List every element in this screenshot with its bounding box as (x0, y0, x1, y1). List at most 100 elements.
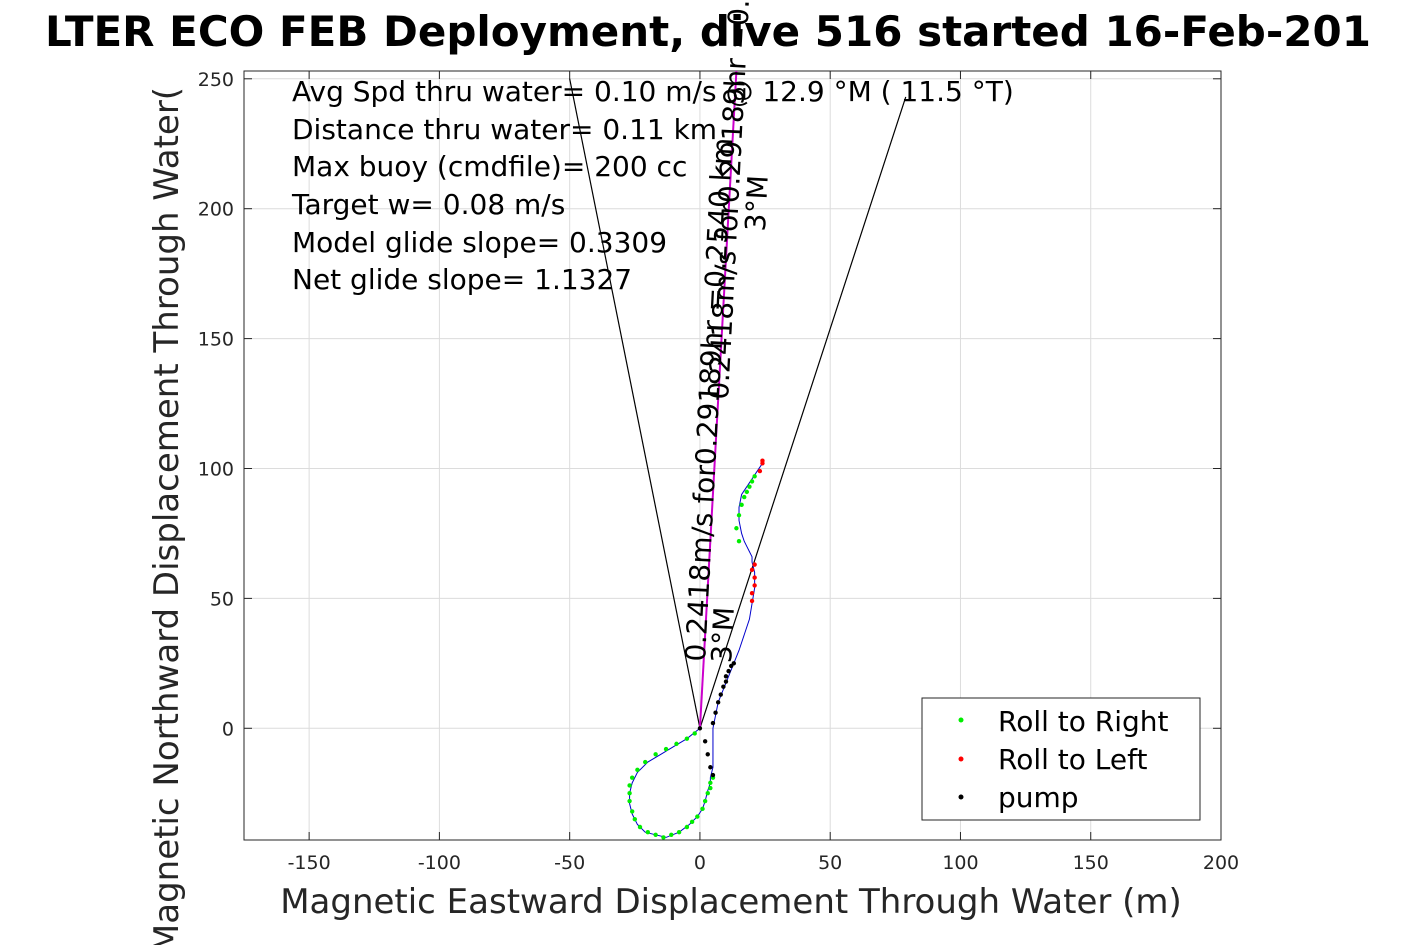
wedge-line (699, 96, 907, 729)
y-tick-label: 200 (198, 199, 234, 221)
point-pump (697, 726, 703, 731)
legend-marker-pump (958, 794, 964, 800)
annotation-distance: Distance thru water= 0.11 km (292, 113, 717, 146)
annotation-net-glide: Net glide slope= 1.1327 (292, 263, 632, 296)
point-roll-to-right (635, 767, 640, 773)
point-pump (713, 710, 718, 715)
heading-line (698, 70, 738, 729)
x-tick-label: 0 (694, 852, 706, 874)
point-roll-to-right (661, 835, 666, 840)
point-roll-to-right (645, 830, 651, 835)
x-tick-label: -150 (288, 852, 331, 874)
y-tick-label: 100 (198, 458, 234, 480)
point-roll-to-right (752, 474, 757, 479)
point-pump (710, 720, 716, 726)
x-tick-label: -100 (418, 852, 461, 874)
point-roll-to-right (708, 785, 713, 791)
wedge-lines (569, 70, 907, 729)
point-roll-to-right (627, 783, 632, 788)
vector-label-lower-line2: 3°M (705, 606, 741, 664)
y-tick-label: 0 (222, 718, 234, 740)
x-tick-label: 100 (942, 852, 978, 874)
point-roll-to-right (744, 489, 750, 495)
point-roll-to-right (629, 809, 635, 814)
legend-marker-roll-right (958, 717, 964, 723)
y-tick-label: 50 (210, 588, 234, 610)
point-roll-to-right (632, 817, 637, 822)
point-roll-to-right (684, 736, 690, 741)
annotation-block: Avg Spd thru water= 0.10 m/s @ 12.9 °M (… (291, 75, 1014, 296)
point-pump (726, 668, 731, 674)
annotation-max-buoy: Max buoy (cmdfile)= 200 cc (292, 150, 687, 183)
point-pump (721, 684, 726, 689)
legend-box (921, 697, 1201, 821)
legend-label-pump: pump (998, 781, 1079, 814)
tick-marks (244, 71, 1222, 840)
point-roll-to-right (736, 513, 742, 518)
point-roll-to-left (749, 590, 755, 596)
chart-title: LTER ECO FEB Deployment, dive 516 starte… (45, 7, 1371, 56)
point-roll-to-right (676, 830, 682, 835)
point-roll-to-right (643, 759, 648, 765)
point-pump (708, 765, 713, 770)
point-roll-to-right (705, 791, 710, 796)
legend-label-roll-right: Roll to Right (998, 705, 1169, 738)
x-axis-label: Magnetic Eastward Displacement Through W… (280, 882, 1182, 922)
point-pump (723, 674, 729, 679)
legend-label-roll-left: Roll to Left (998, 743, 1147, 776)
point-roll-to-right (684, 824, 690, 830)
point-roll-to-right (692, 731, 697, 736)
tick-labels: -150 -100 -50 0 50 100 150 200 0 50 100 150 200 250 (198, 69, 1239, 874)
vector-label-upper-line2: 3°M (739, 174, 775, 232)
legend: Roll to Right Roll to Left pump (921, 697, 1201, 821)
point-pump (731, 661, 737, 666)
annotation-target-w: Target w= 0.08 m/s (291, 188, 565, 221)
wedge-line (569, 78, 701, 729)
data-points (627, 458, 765, 840)
point-pump (718, 692, 723, 697)
point-roll-to-right (653, 752, 658, 757)
point-roll-to-right (669, 832, 674, 838)
point-roll-to-right (627, 791, 632, 796)
point-roll-to-right (695, 814, 700, 819)
point-roll-to-right (702, 798, 708, 804)
point-roll-to-right (742, 494, 747, 500)
point-roll-to-left (749, 567, 755, 573)
annotation-avg-speed: Avg Spd thru water= 0.10 m/s @ 12.9 °M (… (292, 75, 1014, 108)
point-roll-to-right (747, 484, 752, 489)
point-roll-to-right (739, 502, 744, 508)
annotation-model-glide: Model glide slope= 0.3309 (292, 226, 667, 259)
point-roll-to-right (674, 741, 679, 747)
y-tick-label: 150 (198, 329, 234, 351)
point-roll-to-right (749, 479, 755, 484)
point-pump (723, 679, 729, 684)
point-roll-to-right (663, 746, 669, 752)
point-roll-to-right (736, 539, 742, 544)
x-tick-label: 200 (1203, 852, 1239, 874)
point-pump (702, 739, 708, 744)
point-pump (715, 700, 721, 705)
y-tick-label: 250 (198, 69, 234, 91)
point-roll-to-left (752, 583, 757, 588)
point-roll-to-left (749, 598, 755, 604)
point-roll-to-right (627, 798, 632, 804)
point-pump (710, 772, 716, 778)
point-pump (705, 752, 710, 757)
point-roll-to-right (689, 819, 695, 825)
point-roll-to-right (700, 806, 705, 812)
point-roll-to-left (757, 468, 763, 474)
point-roll-to-left (752, 575, 757, 580)
y-axis-label: Magnetic Northward Displacement Through … (147, 87, 187, 945)
point-roll-to-right (653, 832, 658, 838)
point-roll-to-right (629, 775, 635, 780)
point-roll-to-right (734, 526, 739, 531)
x-tick-label: 50 (818, 852, 842, 874)
point-roll-to-left (760, 458, 765, 463)
plot-area (243, 70, 1222, 841)
x-tick-label: -50 (554, 852, 585, 874)
point-roll-to-left (752, 562, 757, 567)
point-roll-to-right (708, 780, 713, 786)
point-roll-to-right (637, 824, 643, 830)
legend-marker-roll-left (958, 756, 964, 762)
